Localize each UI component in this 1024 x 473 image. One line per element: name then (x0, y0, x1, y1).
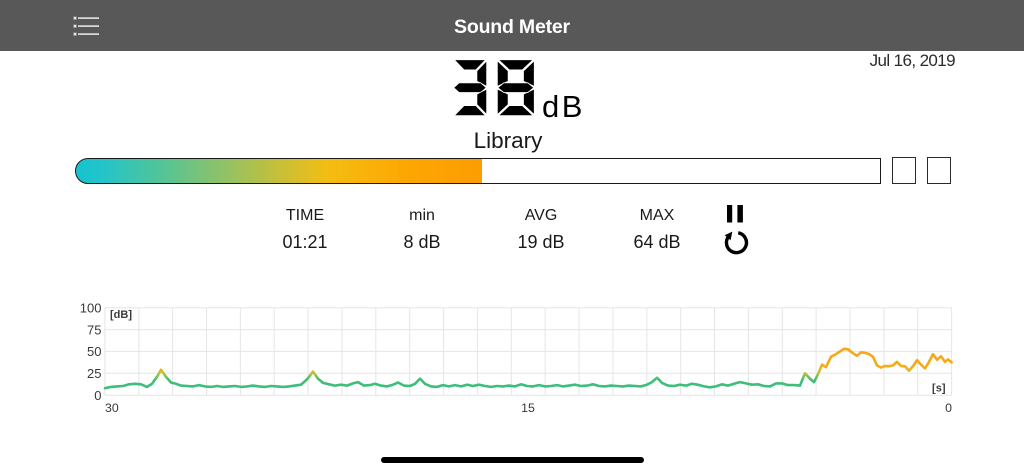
svg-text:15: 15 (521, 401, 535, 415)
svg-text:0: 0 (945, 401, 952, 415)
svg-text:[dB]: [dB] (110, 309, 132, 321)
svg-text:[s]: [s] (932, 383, 946, 395)
svg-text:75: 75 (87, 322, 101, 337)
svg-text:30: 30 (105, 401, 119, 415)
svg-text:25: 25 (87, 366, 101, 381)
svg-text:50: 50 (87, 344, 101, 359)
svg-text:100: 100 (80, 300, 102, 315)
svg-text:0: 0 (94, 388, 101, 403)
